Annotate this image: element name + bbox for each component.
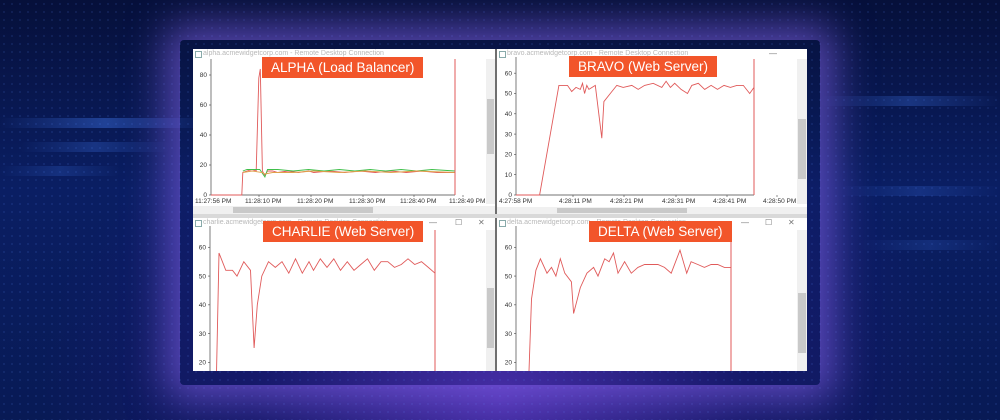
panel-divider-vertical bbox=[495, 49, 497, 371]
series-line-0 bbox=[216, 252, 436, 371]
window-title: alpha.acmewidgetcorp.com - Remote Deskto… bbox=[203, 50, 384, 57]
chart-delta: 20 30 40 50 60 bbox=[505, 226, 807, 371]
minimize-icon[interactable]: — bbox=[429, 218, 437, 227]
x-tick-label: 11:27:56 PM bbox=[195, 198, 231, 205]
server-label-bravo: BRAVO (Web Server) bbox=[569, 56, 718, 77]
x-tick-label: 4:28:31 PM bbox=[662, 198, 695, 205]
x-tick-label: 11:28:20 PM bbox=[297, 198, 333, 205]
series-lines bbox=[216, 252, 436, 371]
series-lines bbox=[516, 80, 755, 196]
y-tick-label: 0 bbox=[203, 192, 207, 199]
x-axis: 11:27:56 PM 11:28:10 PM 11:28:20 PM 11:28:3… bbox=[195, 195, 485, 205]
close-icon[interactable]: ✕ bbox=[788, 218, 795, 227]
x-tick-label: 4:28:21 PM bbox=[610, 198, 643, 205]
y-tick-label: 20 bbox=[199, 360, 207, 367]
y-tick-label: 80 bbox=[200, 72, 208, 79]
panel-alpha: alpha.acmewidgetcorp.com - Remote Deskto… bbox=[193, 49, 495, 214]
x-tick-label: 11:28:30 PM bbox=[349, 198, 385, 205]
y-tick-label: 60 bbox=[505, 244, 513, 251]
server-label-alpha: ALPHA (Load Balancer) bbox=[262, 57, 424, 78]
x-tick-label: 11:28:10 PM bbox=[245, 198, 281, 205]
y-tick-label: 60 bbox=[200, 102, 208, 109]
series-line-0 bbox=[516, 80, 755, 196]
y-axis: 0 10 20 30 40 50 60 bbox=[505, 57, 754, 199]
minimize-icon[interactable]: — bbox=[741, 218, 749, 227]
y-tick-label: 40 bbox=[200, 132, 208, 139]
background-glow-stripe bbox=[0, 166, 120, 176]
minimize-icon[interactable]: — bbox=[769, 49, 777, 58]
y-tick-label: 40 bbox=[505, 302, 513, 309]
series-line-0 bbox=[211, 68, 455, 196]
y-tick-label: 60 bbox=[199, 244, 207, 251]
y-tick-label: 30 bbox=[505, 131, 513, 138]
x-tick-label: 4:27:58 PM bbox=[499, 198, 532, 205]
vertical-scrollbar-thumb[interactable] bbox=[487, 99, 494, 154]
x-tick-label: 4:28:11 PM bbox=[559, 198, 592, 205]
panel-divider-horizontal bbox=[193, 214, 807, 218]
series-line-0 bbox=[528, 248, 731, 371]
y-tick-label: 20 bbox=[200, 162, 208, 169]
maximize-icon[interactable]: ☐ bbox=[765, 218, 773, 227]
y-axis: 0 20 40 60 80 bbox=[200, 59, 455, 199]
y-tick-label: 30 bbox=[505, 331, 513, 338]
window-icon bbox=[499, 51, 506, 58]
panel-delta: delta.acmewidgetcorp.com - Remote Deskto… bbox=[497, 218, 807, 371]
y-tick-label: 10 bbox=[505, 172, 513, 179]
x-tick-label: 4:28:41 PM bbox=[713, 198, 746, 205]
x-axis: 4:27:58 PM 4:28:11 PM 4:28:21 PM 4:28:31 PM… bbox=[499, 195, 796, 205]
horizontal-scrollbar-thumb[interactable] bbox=[233, 207, 373, 213]
x-tick-label: 11:28:49 PM bbox=[449, 198, 485, 205]
y-axis: 20 30 40 50 60 bbox=[505, 226, 517, 371]
x-tick-label: 11:28:40 PM bbox=[400, 198, 436, 205]
panel-charlie: charlie.acmewidgetcorp.com - Remote Desk… bbox=[193, 218, 495, 371]
background-glow-stripe bbox=[20, 142, 170, 152]
chart-charlie: 20 30 40 50 60 bbox=[199, 226, 495, 371]
y-tick-label: 60 bbox=[505, 70, 513, 77]
y-tick-label: 0 bbox=[508, 192, 512, 199]
y-tick-label: 20 bbox=[505, 152, 513, 159]
y-tick-label: 30 bbox=[199, 331, 207, 338]
y-tick-label: 40 bbox=[199, 302, 207, 309]
series-line-1 bbox=[242, 169, 456, 178]
window-icon bbox=[195, 220, 202, 227]
y-tick-label: 40 bbox=[505, 111, 513, 118]
background-glow-stripe bbox=[860, 240, 1000, 250]
window-title: bravo.acmewidgetcorp.com - Remote Deskto… bbox=[507, 50, 689, 57]
horizontal-scrollbar-thumb[interactable] bbox=[557, 208, 687, 213]
panel-bravo: bravo.acmewidgetcorp.com - Remote Deskto… bbox=[497, 49, 807, 214]
background-glow-stripe bbox=[840, 186, 1000, 196]
maximize-icon[interactable]: ☐ bbox=[455, 218, 463, 227]
y-tick-label: 50 bbox=[199, 273, 207, 280]
window-icon bbox=[499, 220, 506, 227]
chart-alpha: 0 20 40 60 80 11:27:56 PM 11:28:10 PM 11:28:20… bbox=[193, 59, 495, 214]
x-tick-label: 4:28:50 PM bbox=[763, 198, 796, 205]
server-label-delta: DELTA (Web Server) bbox=[589, 221, 732, 242]
series-line-2 bbox=[242, 170, 456, 175]
vertical-scrollbar-thumb[interactable] bbox=[798, 119, 806, 179]
background-glow-stripe bbox=[0, 118, 210, 128]
window-title-bar: alpha.acmewidgetcorp.com - Remote Deskto… bbox=[193, 49, 495, 59]
close-icon[interactable]: ✕ bbox=[478, 218, 485, 227]
y-axis: 20 30 40 50 60 bbox=[199, 226, 211, 371]
vertical-scrollbar-thumb[interactable] bbox=[798, 293, 806, 353]
window-icon bbox=[195, 51, 202, 58]
y-tick-label: 50 bbox=[505, 91, 513, 98]
monitoring-screen: alpha.acmewidgetcorp.com - Remote Deskto… bbox=[193, 49, 807, 371]
window-title-bar: bravo.acmewidgetcorp.com - Remote Deskto… bbox=[497, 49, 807, 59]
series-lines bbox=[528, 248, 731, 371]
server-label-charlie: CHARLIE (Web Server) bbox=[263, 221, 424, 242]
chart-bravo: 0 10 20 30 40 50 60 4:27:58 PM 4:28:11 PM 4:28:2… bbox=[497, 57, 807, 214]
background-glow-stripe bbox=[820, 96, 1000, 106]
vertical-scrollbar-thumb[interactable] bbox=[487, 288, 494, 348]
series-lines bbox=[211, 68, 456, 196]
y-tick-label: 50 bbox=[505, 273, 513, 280]
y-tick-label: 20 bbox=[505, 360, 513, 367]
